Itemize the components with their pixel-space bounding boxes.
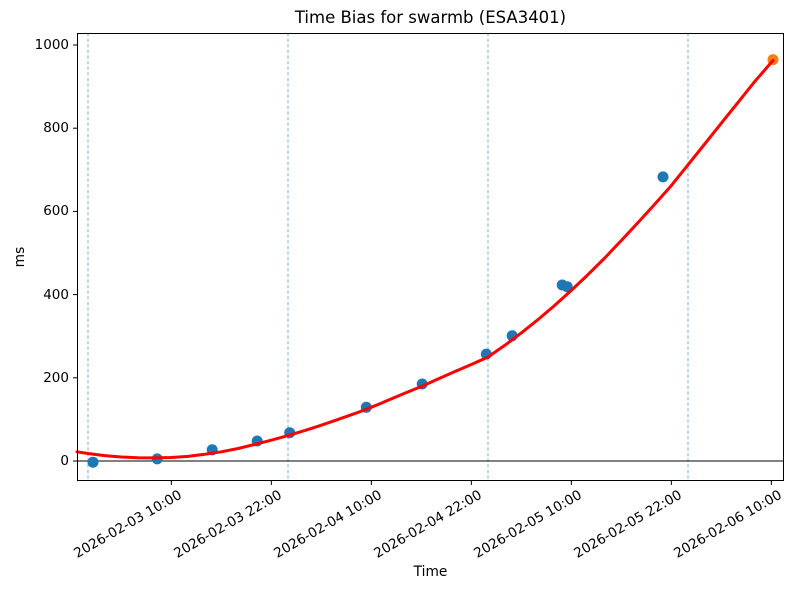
plot-spines (77, 33, 784, 481)
bias-measurements-point (657, 171, 669, 183)
y-tick-label: 0 (60, 453, 69, 469)
y-tick-label: 800 (43, 120, 69, 137)
y-tick-label: 400 (43, 286, 69, 303)
x-axis-label: Time (413, 564, 448, 580)
y-tick-label: 600 (43, 203, 69, 220)
bias-measurements-point (87, 456, 99, 468)
fit-curve (75, 58, 775, 460)
y-tick-label: 200 (43, 369, 69, 386)
y-axis-label: ms (12, 246, 28, 268)
y-tick-label: 1000 (34, 37, 69, 53)
bias-measurements-point (561, 281, 573, 293)
chart-title: Time Bias for swarmb (ESA3401) (294, 8, 567, 27)
